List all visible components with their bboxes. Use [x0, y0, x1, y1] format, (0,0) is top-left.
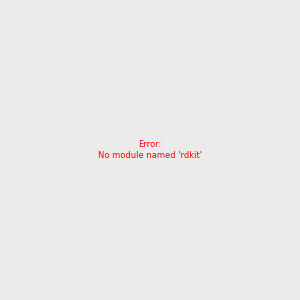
- Text: Error:
No module named 'rdkit': Error: No module named 'rdkit': [98, 140, 202, 160]
